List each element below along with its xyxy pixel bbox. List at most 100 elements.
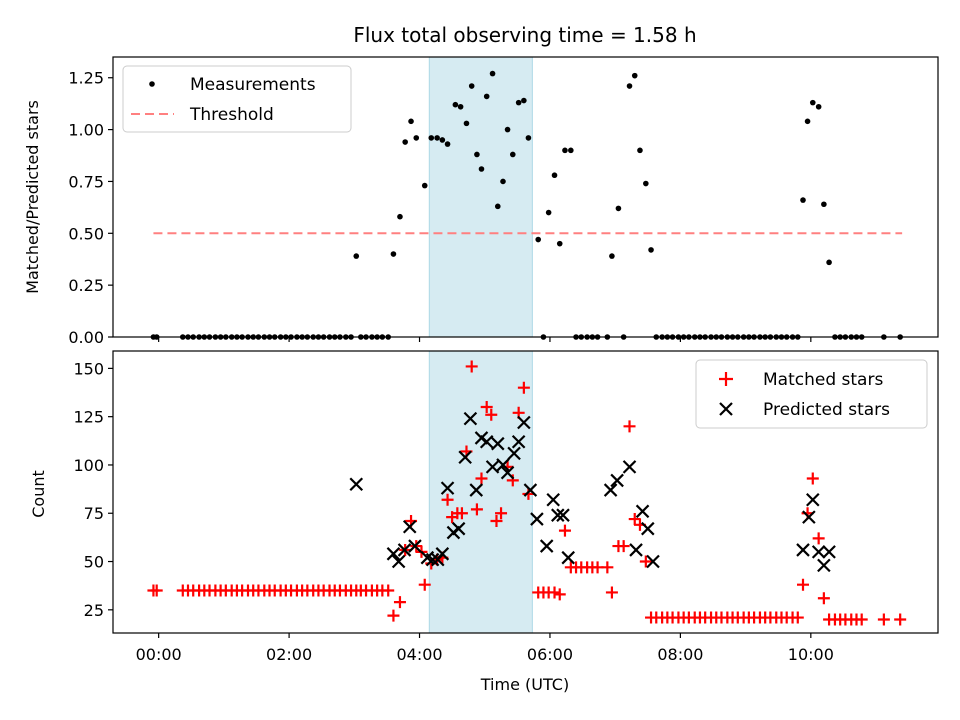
measurement-point [643,180,649,187]
predicted-star-point [408,539,422,553]
matched-star-point [393,596,406,609]
predicted-star-point [817,558,831,573]
matched-star-point [470,503,483,516]
measurement-point [821,201,827,208]
predicted-star-point [622,460,637,474]
matched-star-point [418,578,431,591]
measurement-point [397,213,403,220]
predicted-star-point [485,460,500,474]
measurement-point [504,126,511,133]
matched-star-points [147,360,907,626]
measurement-point [815,103,822,110]
measurement-point [568,147,574,154]
predicted-star-point [469,483,484,497]
bottom-ytick-label: 25 [84,601,104,620]
measurement-point [468,83,475,89]
measurement-point [421,182,428,189]
predicted-star-point [435,547,450,561]
matched-star-point [812,532,825,545]
matched-star-point [465,360,478,373]
legend-marker-measurements [149,81,155,87]
matched-star-point [517,381,530,394]
predicted-star-point [796,543,810,557]
legend-bottom: Matched stars Predicted stars [695,359,928,429]
y-axis-ticks-bottom: 25 50 75 100 125 150 [73,359,113,620]
predicted-star-point [523,483,538,497]
measurement-point [439,137,446,143]
predicted-star-point [451,521,466,536]
predicted-star-point [610,473,624,488]
predicted-star-point [546,492,560,507]
matched-star-point [605,586,618,599]
matched-star-point [797,578,809,591]
predicted-star-point [822,545,836,559]
measurement-point [648,247,654,253]
measurement-point [390,251,397,257]
matched-star-point [894,613,907,626]
legend-marker-matched [719,372,733,386]
measurement-point [474,151,480,158]
predicted-star-point [402,519,417,534]
legend-frame-top [122,65,352,133]
measurement-point [637,147,643,154]
top-ytick-label: 1.00 [68,121,104,140]
xtick-label: 10:00 [788,645,834,664]
measurement-point [515,99,522,106]
measurement-point [483,93,490,100]
xtick-label: 00:00 [136,645,182,664]
measurement-point [413,135,420,141]
matched-star-point [817,592,830,605]
x-axis-ticks-bottom: 00:00 02:00 04:00 06:00 08:00 10:00 [136,633,834,664]
matched-star-point [441,493,454,506]
y-axis-label-top: Matched/Predicted stars [23,100,42,294]
bottom-ytick-label: 100 [73,456,104,475]
legend-label-threshold: Threshold [189,105,274,125]
predicted-star-point [463,411,478,426]
matched-star-point [548,586,561,599]
measurement-point [609,253,615,259]
xtick-label: 04:00 [396,645,442,664]
predicted-star-point [440,481,455,495]
predicted-star-point [517,415,531,430]
matched-star-point [623,420,636,433]
matched-star-point [855,613,868,626]
matched-star-point [558,524,571,537]
matched-star-point [522,487,535,500]
predicted-star-point [603,483,618,497]
measurement-point [556,240,563,247]
measurement-points [150,70,903,340]
matched-star-point [490,514,503,527]
matched-star-point [617,540,630,553]
y-axis-ticks-top: 0.00 0.25 0.50 0.75 1.00 1.25 [68,69,113,347]
predicted-star-point [806,492,820,507]
measurement-point [809,99,816,106]
matched-star-point [480,401,493,414]
matched-star-point [485,408,498,421]
predicted-star-point [802,510,816,524]
matched-star-point [150,584,163,597]
measurement-point [509,151,516,158]
predicted-star-point [811,545,826,559]
measurement-point [463,120,470,127]
legend-label-matched: Matched stars [763,370,883,390]
xtick-label: 08:00 [657,645,703,664]
predicted-star-point [507,446,521,461]
matched-star-point [639,555,652,568]
measurement-point [494,203,501,210]
x-axis-label: Time (UTC) [480,675,569,694]
matched-star-point [601,561,614,574]
predicted-star-point [539,539,554,553]
chart-title: Flux total observing time = 1.58 h [353,23,696,47]
predicted-star-point [500,465,515,480]
matched-star-point [495,507,508,520]
measurement-point [428,135,435,141]
measurement-point [478,166,485,172]
bottom-ytick-label: 75 [84,504,104,523]
y-axis-label-bottom: Count [29,470,48,518]
predicted-star-point [556,508,570,522]
legend-label-measurements: Measurements [190,75,316,95]
matched-star-point [553,588,566,601]
matched-star-point [382,584,395,597]
measurement-point [535,236,542,243]
predicted-star-point [425,552,440,567]
